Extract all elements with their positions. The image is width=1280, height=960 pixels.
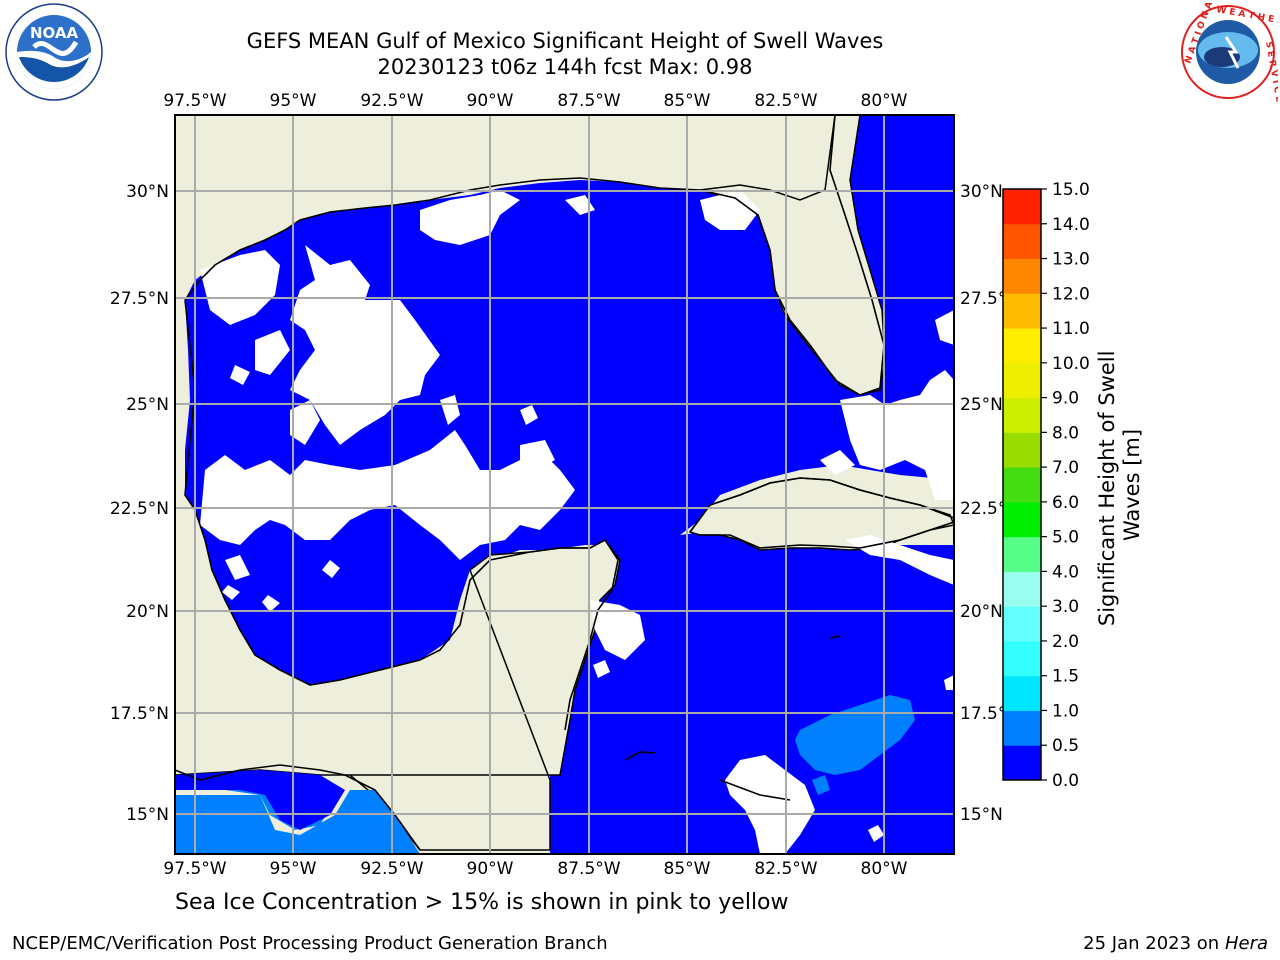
- colorbar-tick-label: 12.0: [1052, 284, 1090, 304]
- colorbar-segment: [1003, 536, 1041, 572]
- graticule: [175, 115, 954, 854]
- lon-label-bottom: 85°W: [664, 859, 711, 879]
- colorbar-tick-label: 13.0: [1052, 250, 1090, 270]
- footer-date-text: 25 Jan 2023 on: [1083, 933, 1225, 954]
- colorbar-tick-label: 14.0: [1052, 215, 1090, 235]
- colorbar-tick-label: 0.0: [1052, 771, 1079, 791]
- map-frame: [174, 114, 955, 855]
- nws-logo: N A T I O N A L W E A T H E R S E R V I …: [1180, 2, 1278, 102]
- sea-ice-note: Sea Ice Concentration > 15% is shown in …: [175, 890, 789, 915]
- lon-labels-top: 97.5°W 95°W 92.5°W 90°W 87.5°W 85°W 82.5…: [163, 91, 907, 111]
- colorbar-tick-label: 7.0: [1052, 458, 1079, 478]
- lat-label-left: 27.5°N: [110, 289, 169, 309]
- footer-credit: NCEP/EMC/Verification Post Processing Pr…: [12, 933, 608, 954]
- lat-label-left: 30°N: [126, 182, 169, 202]
- lon-label-top: 85°W: [664, 91, 711, 111]
- lon-label-bottom: 80°W: [861, 859, 908, 879]
- colorbar-segment: [1003, 710, 1041, 746]
- colorbar-segment: [1003, 745, 1041, 781]
- colorbar-tick-label: 5.0: [1052, 528, 1079, 548]
- lat-label-left: 25°N: [126, 395, 169, 415]
- lat-label-left: 20°N: [126, 602, 169, 622]
- lon-labels-bottom: 97.5°W 95°W 92.5°W 90°W 87.5°W 85°W 82.5…: [163, 859, 907, 879]
- colorbar-segment: [1003, 328, 1041, 364]
- colorbar-tick-label: 8.0: [1052, 423, 1079, 443]
- footer-date: 25 Jan 2023 on Hera: [1083, 933, 1268, 954]
- lat-labels-left: 30°N 27.5°N 25°N 22.5°N 20°N 17.5°N 15°N: [110, 182, 169, 825]
- colorbar-tick-label: 0.5: [1052, 736, 1079, 756]
- colorbar-tick-label: 1.0: [1052, 701, 1079, 721]
- colorbar-segment: [1003, 397, 1041, 433]
- lon-label-bottom: 90°W: [467, 859, 514, 879]
- colorbar-segment: [1003, 189, 1041, 225]
- colorbar-segment: [1003, 293, 1041, 329]
- svg-text:NOAA: NOAA: [30, 24, 79, 42]
- colorbar-tick-label: 6.0: [1052, 493, 1079, 513]
- lat-label-right: 20°N: [960, 602, 1003, 622]
- colorbar-segment: [1003, 675, 1041, 711]
- colorbar-segment: [1003, 432, 1041, 468]
- lon-label-bottom: 97.5°W: [163, 859, 226, 879]
- map-title: GEFS MEAN Gulf of Mexico Significant Hei…: [246, 29, 884, 53]
- colorbar-tick-label: 15.0: [1052, 180, 1090, 200]
- colorbar-segment: [1003, 501, 1041, 538]
- lon-label-bottom: 87.5°W: [557, 859, 620, 879]
- lon-label-bottom: 92.5°W: [360, 859, 423, 879]
- lon-label-top: 90°W: [467, 91, 514, 111]
- noaa-logo: NOAA: [5, 3, 103, 101]
- colorbar-frame: [1002, 188, 1042, 781]
- colorbar-tick-label: 9.0: [1052, 389, 1079, 409]
- lat-label-right: 30°N: [960, 182, 1003, 202]
- colorbar-segment: [1003, 606, 1041, 642]
- colorbar-segment: [1003, 467, 1041, 503]
- colorbar-tick-label: 2.0: [1052, 632, 1079, 652]
- colorbar: 0.0 0.5 1.0 1.5 2.0 3.0 4.0 5.0 6.0 7.0 8.0 9.0 10.0…: [1002, 180, 1090, 791]
- caribbean-sea: [550, 525, 954, 854]
- colorbar-tick-label: 1.5: [1052, 667, 1079, 687]
- lat-label-left: 17.5°N: [110, 704, 169, 724]
- colorbar-label: Significant Height of Swell Waves [m]: [1095, 344, 1144, 626]
- colorbar-segment: [1003, 258, 1041, 294]
- colorbar-tick-label: 10.0: [1052, 354, 1090, 374]
- lon-label-top: 95°W: [270, 91, 317, 111]
- colorbar-tick-label: 11.0: [1052, 319, 1090, 339]
- colorbar-segment: [1003, 362, 1041, 399]
- colorbar-tick-label: 4.0: [1052, 562, 1079, 582]
- colorbar-segment: [1003, 640, 1041, 677]
- lon-label-top: 97.5°W: [163, 91, 226, 111]
- lon-label-bottom: 95°W: [270, 859, 317, 879]
- colorbar-tick-label: 3.0: [1052, 597, 1079, 617]
- lon-label-top: 92.5°W: [360, 91, 423, 111]
- lat-label-left: 22.5°N: [110, 499, 169, 519]
- footer-host: Hera: [1224, 933, 1268, 954]
- lon-label-top: 87.5°W: [557, 91, 620, 111]
- colorbar-segment: [1003, 223, 1041, 260]
- lon-label-top: 82.5°W: [754, 91, 817, 111]
- map-subtitle: 20230123 t06z 144h fcst Max: 0.98: [377, 55, 753, 79]
- colorbar-segment: [1003, 571, 1041, 607]
- lat-label-left: 15°N: [126, 805, 169, 825]
- lat-label-right: 15°N: [960, 805, 1003, 825]
- lon-label-bottom: 82.5°W: [754, 859, 817, 879]
- lon-label-top: 80°W: [861, 91, 908, 111]
- coastlines: [175, 115, 954, 851]
- lat-label-right: 25°N: [960, 395, 1003, 415]
